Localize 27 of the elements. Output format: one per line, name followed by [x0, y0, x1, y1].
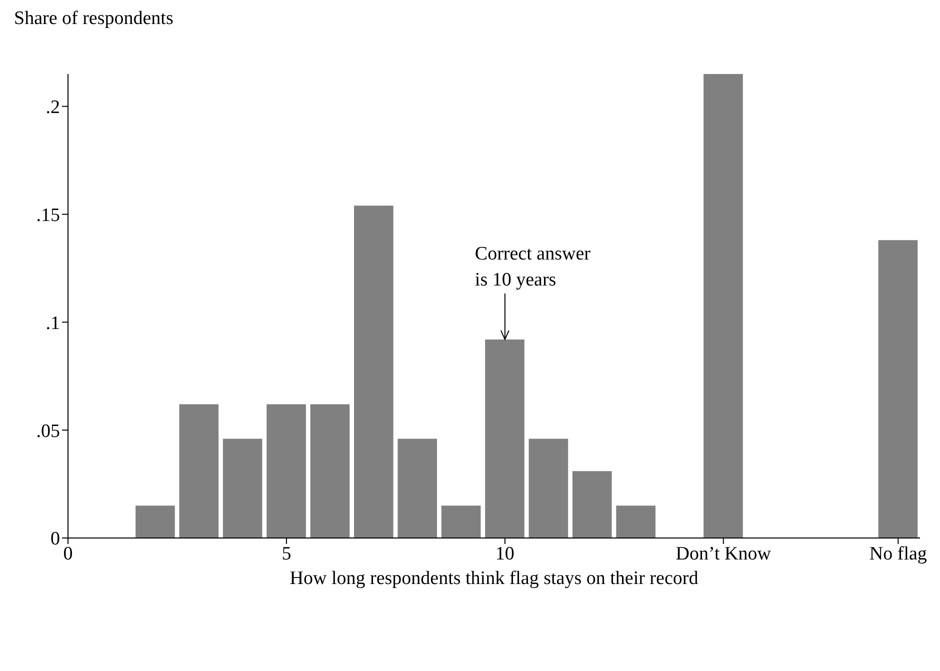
bar [222, 438, 262, 538]
bar [616, 506, 656, 538]
bar [572, 471, 612, 538]
y-tick-label: .05 [36, 420, 60, 442]
x-tick-label: No flag [869, 543, 928, 564]
x-tick-label: 10 [495, 543, 514, 564]
x-axis-title: How long respondents think flag stays on their record [290, 568, 699, 589]
y-axis-title: Share of respondents [13, 8, 174, 31]
bar [878, 240, 918, 538]
annotation: Correct answer is 10 years [474, 243, 592, 290]
bar [528, 438, 568, 538]
bar [704, 74, 743, 538]
x-tick-label: 5 [282, 543, 292, 564]
bar [354, 206, 394, 538]
bar [179, 404, 219, 538]
y-tick-label: .1 [46, 312, 60, 334]
y-tick-label: .2 [46, 97, 60, 118]
bar [485, 339, 524, 538]
y-tick-label: 0 [50, 528, 60, 550]
x-tick-label: 0 [63, 543, 73, 564]
bar [310, 404, 350, 538]
x-tick-label: Don’t Know [676, 543, 772, 564]
bar [398, 438, 438, 538]
y-tick-label: .15 [36, 205, 60, 226]
bar [136, 506, 175, 538]
bar [441, 506, 481, 538]
bar [266, 404, 306, 538]
